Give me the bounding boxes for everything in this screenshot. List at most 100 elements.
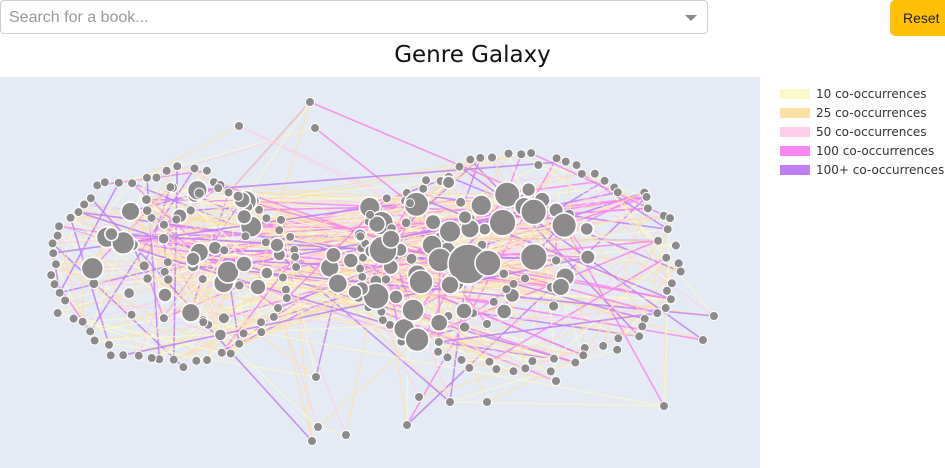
- genre-node[interactable]: [198, 317, 209, 328]
- genre-node[interactable]: [80, 256, 105, 281]
- chevron-down-icon[interactable]: [685, 15, 697, 21]
- genre-node[interactable]: [178, 362, 189, 373]
- genre-node[interactable]: [238, 328, 249, 339]
- genre-node[interactable]: [268, 311, 279, 322]
- genre-node[interactable]: [458, 321, 471, 333]
- genre-node[interactable]: [46, 270, 57, 281]
- genre-node[interactable]: [89, 335, 100, 346]
- genre-node[interactable]: [260, 266, 274, 280]
- genre-node[interactable]: [578, 350, 589, 361]
- genre-node[interactable]: [402, 420, 412, 430]
- genre-node[interactable]: [652, 308, 663, 319]
- book-search-input[interactable]: [7, 1, 671, 35]
- genre-node[interactable]: [305, 97, 315, 107]
- genre-node[interactable]: [123, 287, 135, 299]
- genre-node[interactable]: [503, 148, 514, 159]
- genre-node[interactable]: [290, 251, 301, 262]
- genre-node[interactable]: [520, 181, 537, 198]
- genre-node[interactable]: [670, 240, 681, 251]
- genre-node[interactable]: [99, 177, 110, 188]
- genre-node[interactable]: [277, 272, 288, 283]
- genre-node[interactable]: [256, 327, 267, 338]
- genre-node[interactable]: [454, 161, 465, 172]
- genre-node[interactable]: [571, 160, 582, 171]
- genre-node[interactable]: [219, 245, 230, 256]
- genre-node[interactable]: [551, 212, 578, 239]
- genre-node[interactable]: [429, 313, 449, 333]
- genre-node[interactable]: [482, 397, 492, 407]
- genre-node[interactable]: [508, 278, 519, 289]
- genre-node[interactable]: [311, 372, 321, 382]
- genre-node[interactable]: [456, 354, 467, 365]
- genre-node[interactable]: [637, 321, 648, 332]
- genre-node[interactable]: [440, 275, 460, 295]
- genre-node[interactable]: [551, 153, 562, 164]
- genre-node[interactable]: [424, 213, 442, 231]
- genre-node[interactable]: [612, 344, 623, 355]
- genre-node[interactable]: [165, 182, 176, 193]
- genre-node[interactable]: [193, 187, 205, 199]
- genre-node[interactable]: [217, 312, 230, 325]
- genre-node[interactable]: [520, 363, 531, 374]
- genre-node[interactable]: [388, 289, 404, 305]
- genre-node[interactable]: [113, 177, 124, 188]
- genre-node[interactable]: [50, 259, 61, 270]
- genre-node[interactable]: [54, 287, 65, 298]
- genre-node[interactable]: [281, 293, 292, 304]
- genre-node[interactable]: [216, 260, 240, 284]
- genre-node[interactable]: [641, 191, 652, 202]
- genre-node[interactable]: [185, 205, 196, 216]
- genre-node[interactable]: [661, 252, 672, 263]
- genre-node[interactable]: [405, 252, 418, 265]
- genre-node[interactable]: [180, 302, 201, 323]
- genre-node[interactable]: [527, 356, 538, 367]
- genre-node[interactable]: [48, 248, 59, 259]
- genre-node[interactable]: [138, 260, 150, 272]
- genre-node[interactable]: [660, 303, 671, 314]
- genre-node[interactable]: [232, 190, 244, 202]
- genre-node[interactable]: [157, 232, 170, 245]
- genre-node[interactable]: [79, 199, 90, 210]
- genre-node[interactable]: [598, 340, 609, 351]
- genre-node[interactable]: [400, 217, 412, 229]
- genre-node[interactable]: [493, 181, 521, 209]
- genre-node[interactable]: [442, 352, 453, 363]
- genre-node[interactable]: [256, 317, 267, 328]
- genre-node[interactable]: [455, 196, 467, 208]
- genre-node[interactable]: [381, 229, 401, 249]
- genre-node[interactable]: [355, 263, 366, 274]
- genre-node[interactable]: [589, 168, 600, 179]
- genre-node[interactable]: [161, 165, 172, 176]
- genre-node[interactable]: [673, 258, 684, 269]
- genre-node[interactable]: [364, 209, 375, 220]
- genre-node[interactable]: [666, 278, 677, 289]
- genre-node[interactable]: [126, 309, 137, 320]
- genre-node[interactable]: [77, 316, 88, 327]
- genre-node[interactable]: [519, 242, 549, 272]
- genre-node[interactable]: [599, 175, 610, 186]
- genre-node[interactable]: [495, 303, 513, 320]
- genre-node[interactable]: [470, 194, 493, 217]
- genre-node[interactable]: [234, 121, 244, 131]
- genre-node[interactable]: [433, 336, 444, 347]
- genre-node[interactable]: [484, 356, 495, 367]
- genre-node[interactable]: [201, 165, 212, 176]
- genre-node[interactable]: [659, 401, 669, 411]
- genre-node[interactable]: [550, 255, 562, 266]
- genre-node[interactable]: [240, 231, 251, 242]
- genre-node[interactable]: [675, 266, 686, 277]
- genre-node[interactable]: [661, 285, 672, 296]
- genre-node[interactable]: [280, 284, 291, 295]
- genre-node[interactable]: [613, 333, 624, 344]
- legend-item[interactable]: 100 co-occurrences: [780, 141, 945, 160]
- genre-node[interactable]: [272, 302, 283, 313]
- genre-node[interactable]: [508, 366, 519, 377]
- genre-node[interactable]: [612, 187, 623, 198]
- legend-item[interactable]: 100+ co-occurrences: [780, 160, 945, 179]
- genre-node[interactable]: [68, 313, 79, 324]
- genre-node[interactable]: [548, 353, 559, 364]
- genre-node[interactable]: [475, 152, 486, 163]
- genre-node[interactable]: [157, 287, 173, 303]
- genre-node[interactable]: [698, 335, 708, 345]
- genre-node[interactable]: [401, 298, 425, 322]
